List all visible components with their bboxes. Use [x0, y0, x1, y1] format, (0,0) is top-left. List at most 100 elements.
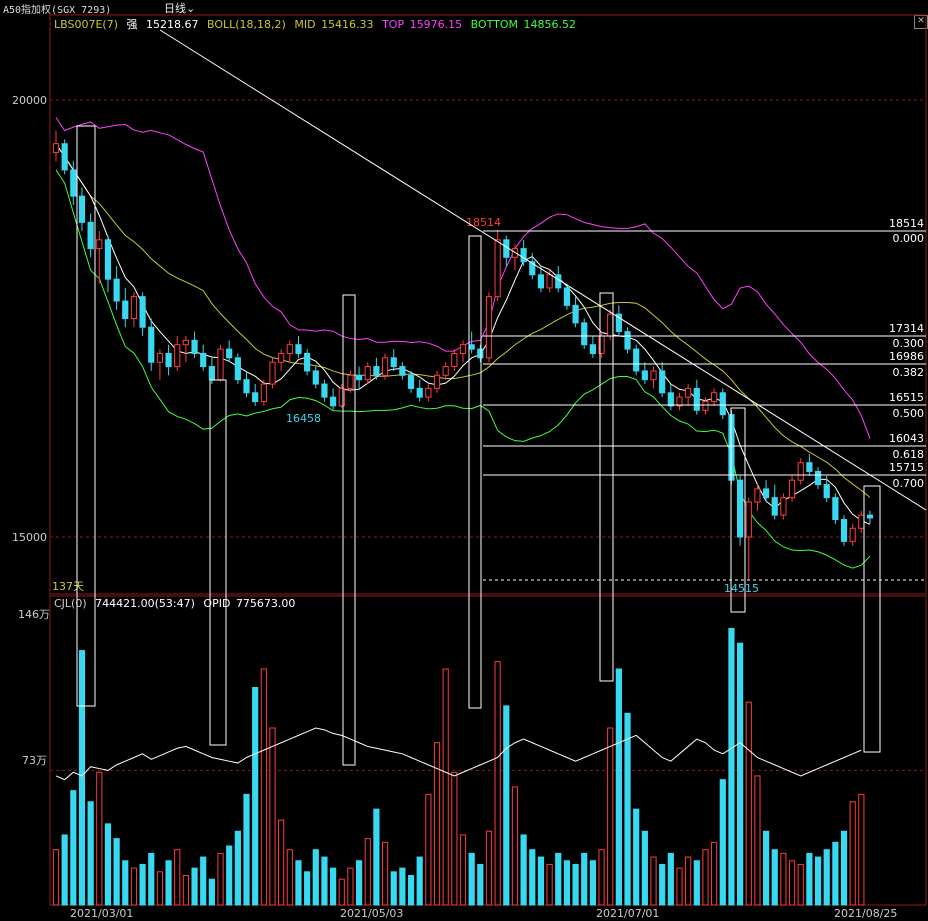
days-count: 137天: [52, 580, 84, 593]
candle-body: [156, 352, 164, 363]
volume-bar: [659, 863, 666, 906]
candle-body: [217, 348, 224, 381]
volume-bar: [633, 808, 640, 906]
candle-body: [520, 248, 527, 263]
candle-body: [122, 300, 129, 319]
price-axis-20000: 20000: [12, 94, 47, 107]
volume-bar: [693, 860, 700, 906]
indicator-name[interactable]: LBS007E(7): [54, 18, 118, 31]
fib-price: 17314: [889, 322, 924, 335]
volume-bar: [407, 875, 415, 906]
volume-bar: [321, 856, 328, 906]
candle-body: [208, 366, 215, 381]
candle-body: [78, 195, 86, 223]
volume-bar: [174, 849, 181, 906]
candle-body: [572, 304, 579, 324]
candle-body: [61, 143, 68, 171]
volume-value: 744421.00(53:47): [95, 597, 195, 610]
volume-bars: [52, 627, 865, 906]
fib-ratio: 0.618: [892, 448, 925, 461]
symbol-title[interactable]: A50指加权(SGX 7293): [3, 5, 112, 16]
volume-bar: [165, 860, 172, 906]
candle-body: [269, 361, 276, 385]
volume-bar: [780, 852, 787, 906]
fib-ratio: 0.300: [892, 337, 925, 350]
candle-body: [433, 374, 441, 389]
candle-body: [295, 344, 302, 354]
volume-legend: CJL(0) 744421.00(53:47) OPID 775673.00: [54, 597, 300, 610]
volume-bar: [390, 871, 397, 906]
price-panel-border: [49, 14, 927, 595]
candle-body: [355, 374, 363, 381]
volume-bar: [589, 860, 596, 906]
volume-bar: [771, 849, 778, 906]
candle-body: [711, 392, 718, 403]
candle-body: [139, 296, 146, 328]
volume-bar: [312, 849, 319, 906]
candle-body: [104, 239, 112, 280]
candle-body: [165, 352, 172, 368]
candle-body: [633, 348, 640, 372]
candle-body: [373, 366, 380, 376]
volume-bar: [477, 863, 484, 906]
volume-bar: [364, 838, 371, 906]
candle-body: [399, 366, 406, 376]
candle-body: [243, 379, 250, 394]
volume-bar: [572, 863, 579, 906]
volume-bar: [728, 627, 735, 906]
top-value: 15976.15: [409, 18, 463, 31]
candle-body: [278, 352, 285, 363]
candle-body: [788, 479, 796, 499]
volume-bar: [217, 852, 224, 906]
highlight-box: [730, 407, 746, 613]
volume-bar: [520, 834, 527, 906]
chevron-down-icon: ⌄: [186, 2, 196, 15]
volume-bar: [148, 852, 155, 906]
volume-bar: [347, 867, 354, 906]
candle-body: [693, 387, 700, 411]
candle-body: [624, 331, 631, 350]
top-label: TOP: [382, 18, 405, 31]
volume-axis-mid: 73万: [22, 754, 47, 767]
candle-body: [286, 344, 293, 354]
highlight-box: [599, 292, 614, 682]
candle-body: [771, 497, 778, 516]
volume-bar: [840, 830, 848, 906]
volume-bar: [399, 867, 406, 906]
candle-body: [459, 344, 467, 354]
volume-bar: [676, 867, 683, 906]
candle-body: [113, 278, 120, 302]
candle-body: [745, 501, 752, 538]
volume-bar: [182, 875, 189, 906]
opid-value: 775673.00: [235, 597, 296, 610]
fib-price: 18514: [889, 217, 924, 230]
fib-ratio: 0.500: [892, 407, 925, 420]
candle-body: [485, 296, 493, 359]
bottom-label: BOTTOM: [470, 18, 518, 31]
candle-body: [130, 296, 138, 319]
volume-bar: [269, 727, 276, 906]
volume-bar: [381, 841, 389, 906]
candles: [52, 130, 874, 580]
volume-bar: [745, 701, 752, 906]
volume-bar: [373, 808, 380, 906]
candle-body: [814, 470, 822, 486]
candle-body: [780, 497, 787, 516]
price-axis-15000: 15000: [12, 531, 47, 544]
volume-bar: [243, 793, 250, 906]
period-selector[interactable]: 日线⌄: [164, 0, 195, 16]
candle-body: [226, 348, 233, 359]
high-annotation: 18514: [466, 216, 501, 229]
volume-bar: [615, 668, 622, 906]
volume-bar: [754, 775, 761, 906]
candle-body: [866, 514, 874, 519]
candle-body: [650, 370, 657, 381]
volume-indicator-name[interactable]: CJL(0): [54, 597, 87, 610]
volume-bar: [650, 856, 657, 906]
candle-body: [451, 352, 458, 368]
chart-frame: [49, 14, 927, 906]
candle-body: [425, 387, 432, 398]
volume-bar: [338, 878, 345, 906]
volume-bar: [814, 856, 822, 906]
